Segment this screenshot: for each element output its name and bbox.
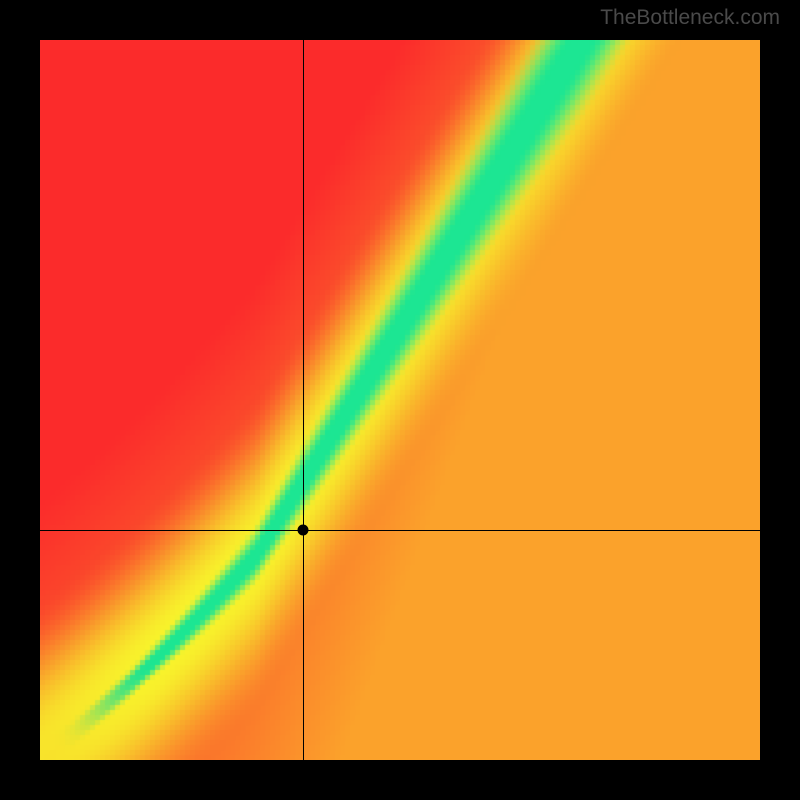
crosshair-horizontal	[40, 530, 760, 531]
root-container: TheBottleneck.com	[0, 0, 800, 800]
crosshair-marker	[297, 524, 308, 535]
plot-area	[40, 40, 760, 760]
heatmap-canvas	[40, 40, 760, 760]
crosshair-vertical	[303, 40, 304, 760]
watermark: TheBottleneck.com	[600, 6, 780, 30]
